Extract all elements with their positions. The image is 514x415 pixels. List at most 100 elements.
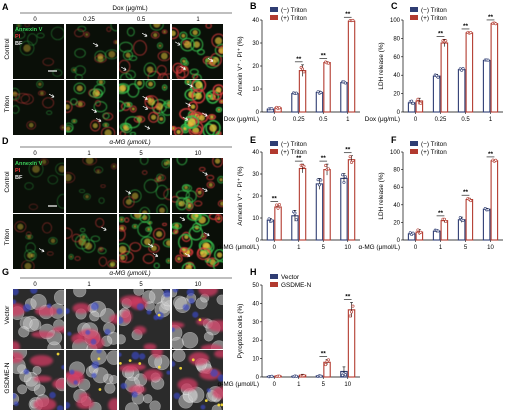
micrograph-tile [13, 350, 64, 410]
bar [266, 219, 275, 241]
data-point [294, 374, 298, 378]
panel-d-col-label: 1 [87, 151, 91, 157]
micrograph-background [13, 80, 64, 135]
arrow-marker [95, 117, 102, 123]
panel-a-title: Dox (μg/mL) [112, 5, 147, 12]
data-point [319, 90, 323, 94]
x-tick-label: 5 [322, 245, 326, 251]
micrograph-grid-g [13, 289, 223, 410]
arrow-marker [207, 58, 214, 63]
y-tick-label: 20 [252, 64, 259, 70]
y-tick-label: 100 [390, 18, 401, 24]
legend-swatch [410, 7, 418, 12]
y-tick-label: 40 [252, 150, 259, 156]
data-point [319, 374, 323, 378]
data-point [486, 208, 490, 212]
data-point [419, 230, 423, 234]
bar [465, 198, 474, 241]
y-axis-label: LDH release (%) [378, 172, 385, 219]
data-point [326, 61, 330, 65]
panel-d-col-label: 5 [139, 151, 143, 157]
arrow-marker [202, 187, 208, 192]
x-axis-label: α-MG (μmol/L) [359, 244, 400, 251]
arrow-marker [125, 190, 131, 195]
y-tick-label: 0 [397, 238, 401, 244]
y-tick-label: 40 [252, 18, 259, 24]
arrow-marker [152, 253, 159, 258]
data-point [342, 180, 346, 184]
panel-g-col-label: 10 [195, 282, 202, 288]
panel-label-d: D [2, 136, 9, 146]
y-axis-label: Pyroptotic cells (%) [237, 304, 244, 359]
bar [340, 177, 348, 241]
data-point [494, 158, 498, 162]
panel-g-row-label: Vector [4, 305, 11, 324]
data-point [343, 373, 347, 377]
overlay-label-bf: BF [15, 175, 23, 181]
panel-g-title: α-MG (μmol/L) [109, 270, 150, 277]
bar [465, 32, 474, 113]
legend-swatch [270, 149, 278, 154]
bar [291, 93, 299, 113]
panel-label: H [250, 267, 257, 277]
data-point [316, 178, 320, 182]
y-tick-label: 0 [256, 110, 260, 116]
micrograph-tile [13, 24, 64, 79]
x-tick-label: 0 [273, 382, 277, 388]
bar [440, 220, 449, 241]
data-point [302, 374, 306, 378]
data-point [277, 203, 281, 207]
micrograph-tile [66, 158, 117, 213]
x-tick-label: 1 [346, 117, 350, 123]
data-point [343, 175, 347, 179]
x-axis-label: α-MG (μmol/L) [218, 381, 259, 388]
bar [315, 91, 324, 113]
data-point [324, 163, 328, 167]
data-point [302, 70, 306, 74]
y-axis-label: Annexin V⁺ · PI⁺ (%) [237, 166, 244, 225]
arrow-marker [101, 226, 107, 231]
x-tick-label: 1 [489, 117, 493, 123]
bar [457, 219, 466, 241]
data-point [411, 101, 415, 105]
x-axis-label: Dox (μg/mL) [224, 116, 259, 123]
bar [457, 69, 466, 113]
arrow-marker [48, 93, 55, 98]
data-point [341, 173, 345, 177]
x-axis-label: α-MG (μmol/L) [218, 244, 259, 251]
significance-marker: ** [345, 293, 351, 300]
data-point [416, 228, 420, 232]
x-axis-label: Dox (μg/mL) [365, 116, 400, 123]
panel-d-row-label: Control [4, 171, 11, 193]
x-tick-label: 0.5 [319, 117, 328, 123]
y-tick-label: 0 [256, 238, 260, 244]
bar [323, 61, 331, 113]
legend-swatch [270, 15, 278, 20]
data-point [351, 18, 355, 22]
micrograph-tile [119, 80, 170, 135]
data-point [436, 75, 440, 79]
panel-a-col-label: 0.5 [137, 17, 146, 23]
overlay-label-pi: PI [15, 34, 21, 40]
data-point [469, 31, 473, 35]
bar [274, 206, 282, 241]
panel-a-col-label: 0.25 [83, 17, 95, 23]
legend-label: (−) Triton [421, 7, 447, 14]
panel-g-row-label: GSDME-N [4, 362, 11, 393]
micrograph-tile [172, 80, 223, 135]
data-point [458, 216, 462, 220]
panel-d-col-label: 0 [33, 151, 37, 157]
legend-label: (+) Triton [421, 15, 447, 22]
significance-marker: ** [321, 351, 327, 358]
panel-label: E [250, 135, 256, 145]
micrograph-tile [172, 350, 223, 410]
data-point [486, 58, 490, 62]
legend-swatch [270, 274, 278, 279]
panel-label: C [391, 1, 398, 11]
legend-label: (−) Triton [281, 141, 307, 148]
panel-a-col-label: 1 [196, 17, 200, 23]
overlay-label-annexin: Annexin V [15, 161, 43, 167]
x-tick-label: 10 [487, 245, 494, 251]
